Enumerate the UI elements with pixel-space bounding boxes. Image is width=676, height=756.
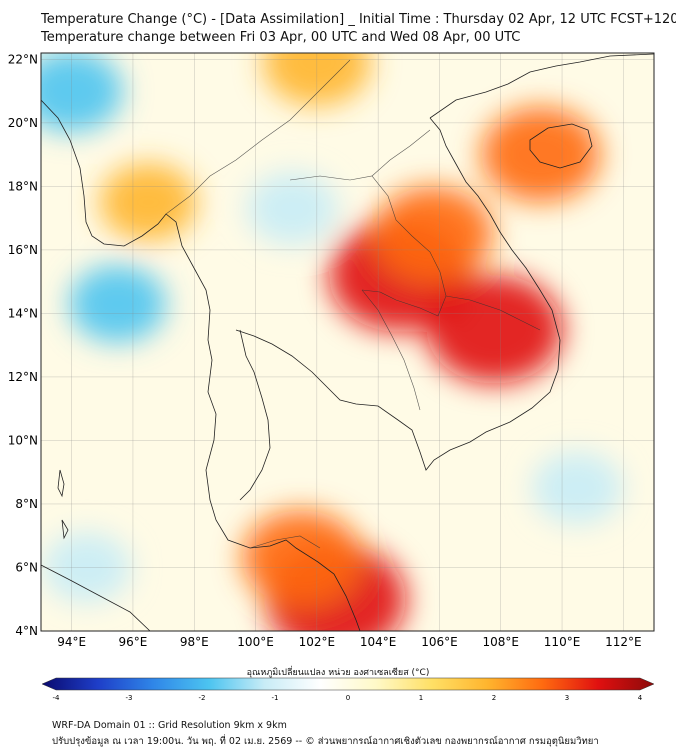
colorbar-tick-label: -3	[126, 694, 133, 702]
lat-label: 4°N	[15, 624, 38, 638]
colorbar-tick-label: -2	[199, 694, 206, 702]
lon-label: 112°E	[605, 635, 642, 649]
country-borders	[165, 59, 541, 549]
lat-label: 18°N	[8, 179, 38, 193]
lon-label: 104°E	[360, 635, 397, 649]
sumatra-coastline	[41, 564, 151, 631]
thailand-laos-border	[289, 175, 447, 317]
anomaly-cold-north-thailand	[246, 172, 338, 246]
hainan-island	[529, 123, 593, 169]
model-info: WRF-DA Domain 01 :: Grid Resolution 9km …	[52, 720, 287, 731]
credit-line: ปรับปรุงข้อมูล ณ เวลา 19:00น. วัน พฤ. ที…	[52, 736, 599, 747]
lat-label: 14°N	[8, 306, 38, 320]
coastlines	[41, 53, 654, 631]
lon-label: 106°E	[421, 635, 458, 649]
nicobar-islands	[61, 519, 69, 540]
anomaly-hot-cambodia-east	[426, 274, 563, 384]
andaman-islands	[57, 469, 65, 498]
laos-vietnam-border	[371, 129, 431, 177]
east-coastline	[235, 117, 561, 471]
cambodia-vietnam-border	[445, 295, 541, 331]
colorbar-tick-label: 2	[492, 694, 496, 702]
lon-label: 110°E	[544, 635, 581, 649]
lat-label: 22°N	[8, 52, 38, 66]
map-frame	[40, 52, 655, 632]
colorbar-title: อุณหภูมิเปลี่ยนแปลง หน่วย องศาเซลเซียส (…	[246, 668, 430, 678]
anomaly-warm-central-myanmar	[99, 163, 197, 241]
colorbar: -4 -3 -2 -1 0 1 2 3 4	[41, 677, 655, 702]
colorbar-tick-label: 4	[638, 694, 643, 702]
thailand-malaysia-border	[249, 535, 321, 549]
west-coastline	[41, 99, 361, 631]
lon-label: 96°E	[119, 635, 148, 649]
lat-label: 8°N	[15, 497, 38, 511]
lon-label: 98°E	[180, 635, 209, 649]
anomaly-cold-andaman	[69, 265, 167, 343]
thailand-cambodia-border	[361, 289, 421, 411]
chart-title: Temperature Change (°C) - [Data Assimila…	[41, 12, 676, 27]
chart-subtitle: Temperature change between Fri 03 Apr, 0…	[41, 30, 521, 45]
anomaly-cold-bay-nw	[41, 53, 123, 133]
north-coastline	[429, 53, 654, 119]
lat-label: 12°N	[8, 370, 38, 384]
colorbar-tick-label: 0	[346, 694, 350, 702]
colorbar-tick-label: -1	[272, 694, 279, 702]
anomaly-hot-south-laos	[373, 186, 493, 282]
lat-label: 10°N	[8, 433, 38, 447]
lat-label: 16°N	[8, 243, 38, 257]
anomaly-hot-hainan	[480, 106, 601, 203]
anomaly-cold-south-china-sea	[531, 451, 623, 525]
lon-label: 94°E	[57, 635, 86, 649]
anomaly-hot-kra-isthmus	[241, 510, 362, 606]
lon-label: 102°E	[299, 635, 336, 649]
lat-label: 6°N	[15, 560, 38, 574]
lon-label: 100°E	[237, 635, 274, 649]
myanmar-thailand-border	[165, 59, 351, 215]
lon-label: 108°E	[483, 635, 520, 649]
colorbar-tick-label: -4	[53, 694, 61, 702]
gulf-coastline	[239, 329, 271, 501]
colorbar-scale	[41, 677, 655, 691]
colorbar-tick-label: 1	[419, 694, 423, 702]
colorbar-tick-label: 3	[565, 694, 569, 702]
lat-label: 20°N	[8, 116, 38, 130]
